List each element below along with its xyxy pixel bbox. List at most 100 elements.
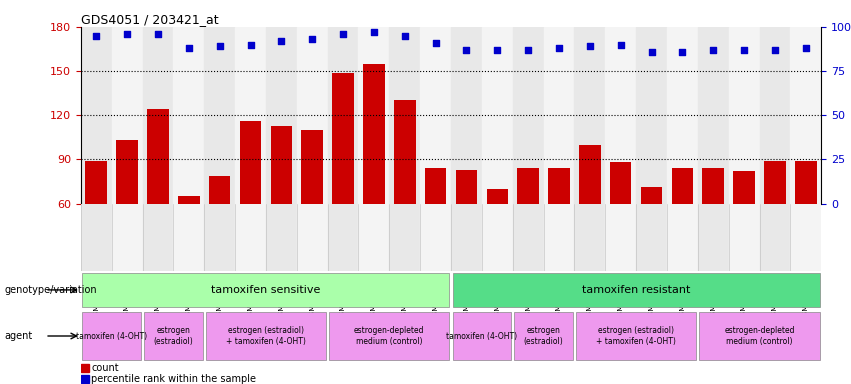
- Bar: [482, 27, 512, 204]
- Bar: [548, 168, 570, 204]
- Bar: [142, 27, 174, 204]
- Text: tamoxifen sensitive: tamoxifen sensitive: [211, 285, 321, 295]
- Bar: [81, 364, 89, 372]
- Bar: [328, 27, 358, 204]
- Point: [275, 38, 288, 44]
- Text: GDS4051 / 203421_at: GDS4051 / 203421_at: [81, 13, 219, 26]
- Bar: [667, 27, 698, 204]
- Bar: [420, 204, 451, 271]
- Text: agent: agent: [4, 331, 32, 341]
- Bar: [81, 204, 111, 271]
- FancyBboxPatch shape: [453, 312, 511, 360]
- Point: [768, 47, 782, 53]
- Bar: [636, 27, 667, 204]
- Text: estrogen
(estradiol): estrogen (estradiol): [153, 326, 193, 346]
- Text: tamoxifen resistant: tamoxifen resistant: [582, 285, 690, 295]
- Bar: [764, 161, 785, 204]
- Bar: [702, 168, 724, 204]
- FancyBboxPatch shape: [144, 312, 203, 360]
- Bar: [174, 204, 204, 271]
- FancyBboxPatch shape: [206, 312, 326, 360]
- FancyBboxPatch shape: [700, 312, 820, 360]
- Bar: [759, 27, 791, 204]
- Text: genotype/variation: genotype/variation: [4, 285, 97, 295]
- Point: [398, 33, 412, 39]
- Bar: [297, 27, 328, 204]
- Bar: [332, 73, 354, 204]
- Point: [799, 45, 813, 51]
- Bar: [698, 204, 728, 271]
- Point: [336, 31, 350, 37]
- Bar: [420, 27, 451, 204]
- Bar: [147, 109, 168, 204]
- Bar: [574, 27, 605, 204]
- Bar: [389, 27, 420, 204]
- Bar: [266, 27, 297, 204]
- Bar: [174, 27, 204, 204]
- Bar: [605, 27, 636, 204]
- Text: percentile rank within the sample: percentile rank within the sample: [92, 374, 256, 384]
- Point: [522, 47, 535, 53]
- Bar: [271, 126, 292, 204]
- Bar: [482, 204, 512, 271]
- Bar: [667, 204, 698, 271]
- FancyBboxPatch shape: [453, 273, 820, 307]
- Point: [243, 41, 257, 48]
- Text: tamoxifen (4-OHT): tamoxifen (4-OHT): [76, 331, 147, 341]
- Text: estrogen (estradiol)
+ tamoxifen (4-OHT): estrogen (estradiol) + tamoxifen (4-OHT): [226, 326, 306, 346]
- Bar: [641, 187, 662, 204]
- Bar: [451, 204, 482, 271]
- Bar: [266, 204, 297, 271]
- Bar: [358, 204, 389, 271]
- Point: [645, 48, 659, 55]
- Bar: [81, 375, 89, 383]
- Bar: [512, 27, 544, 204]
- Bar: [297, 204, 328, 271]
- Bar: [111, 204, 142, 271]
- Bar: [394, 101, 415, 204]
- Text: count: count: [92, 363, 119, 373]
- Bar: [728, 204, 759, 271]
- Text: tamoxifen (4-OHT): tamoxifen (4-OHT): [446, 331, 517, 341]
- Bar: [85, 161, 107, 204]
- Bar: [605, 204, 636, 271]
- Point: [676, 48, 689, 55]
- Point: [120, 31, 134, 37]
- Bar: [791, 204, 821, 271]
- Point: [614, 41, 627, 48]
- Bar: [389, 204, 420, 271]
- Bar: [178, 196, 200, 204]
- Point: [737, 47, 751, 53]
- Bar: [455, 170, 477, 204]
- Bar: [204, 27, 235, 204]
- Bar: [759, 204, 791, 271]
- Point: [213, 43, 226, 50]
- Text: estrogen (estradiol)
+ tamoxifen (4-OHT): estrogen (estradiol) + tamoxifen (4-OHT): [597, 326, 676, 346]
- Point: [583, 43, 597, 50]
- Bar: [328, 204, 358, 271]
- Bar: [636, 204, 667, 271]
- Point: [89, 33, 103, 39]
- FancyBboxPatch shape: [514, 312, 573, 360]
- Bar: [512, 204, 544, 271]
- Bar: [734, 171, 755, 204]
- Point: [460, 47, 473, 53]
- Point: [490, 47, 504, 53]
- Bar: [544, 27, 574, 204]
- Bar: [574, 204, 605, 271]
- FancyBboxPatch shape: [576, 312, 696, 360]
- Bar: [791, 27, 821, 204]
- Bar: [363, 64, 385, 204]
- Bar: [610, 162, 631, 204]
- Point: [552, 45, 566, 51]
- FancyBboxPatch shape: [83, 273, 449, 307]
- Bar: [204, 204, 235, 271]
- Bar: [117, 140, 138, 204]
- Bar: [517, 168, 539, 204]
- Bar: [698, 27, 728, 204]
- Point: [367, 29, 380, 35]
- Point: [182, 45, 196, 51]
- Bar: [81, 27, 111, 204]
- Bar: [301, 130, 323, 204]
- Point: [429, 40, 443, 46]
